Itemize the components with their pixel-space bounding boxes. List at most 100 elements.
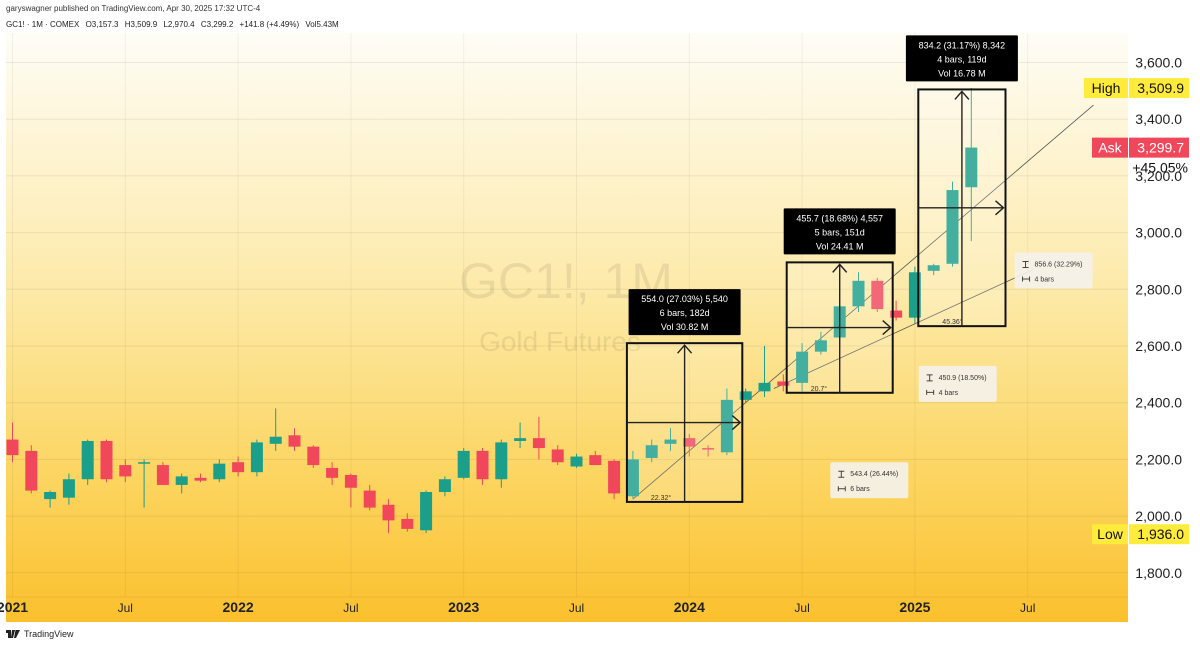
price-axis[interactable]: 1,800.0 2,000.0 2,200.0 2,400.0 2,600.0 2,800… xyxy=(1135,55,1182,581)
candle xyxy=(344,473,357,508)
candle-body xyxy=(551,449,564,463)
candle xyxy=(664,428,677,451)
info-box[interactable]: 543.4 (26.44%) 6 bars xyxy=(830,462,909,499)
info-boxes[interactable]: 543.4 (26.44%) 6 bars 450.9 (18.50%) 4 bars… xyxy=(830,252,1093,499)
measure-label-line: 455.7 (18.68%) 4,557 xyxy=(796,213,883,223)
candle-body xyxy=(326,467,339,478)
info-box-bg xyxy=(830,462,909,499)
candle-body xyxy=(175,476,188,485)
trendline[interactable] xyxy=(773,269,1034,389)
price-badge-label-bg xyxy=(1092,137,1128,158)
time-tick-label: Jul xyxy=(343,601,358,615)
symbol-name[interactable]: GC1! · 1M · COMEX xyxy=(6,20,80,29)
price-badge-value-bg xyxy=(1129,78,1189,99)
measure-tools[interactable]: 554.0 (27.03%) 5,540 6 bars, 182d Vol 30.8… xyxy=(625,35,1018,503)
arrow-right-icon xyxy=(882,320,892,336)
info-box-range: 450.9 (18.50%) xyxy=(939,375,987,382)
price-tick-label: 2,400.0 xyxy=(1135,395,1182,411)
measure-label-box xyxy=(628,289,741,336)
measure-box[interactable]: 834.2 (31.17%) 8,342 4 bars, 119d Vol 16.7… xyxy=(905,35,1018,328)
time-tick-label: 2023 xyxy=(448,599,479,615)
info-box-range: 543.4 (26.44%) xyxy=(850,471,898,478)
arrow-right-icon xyxy=(995,200,1005,216)
candle xyxy=(946,181,959,267)
candle xyxy=(645,439,658,463)
price-badge-value-bg xyxy=(1129,137,1189,158)
candle-body xyxy=(194,477,207,481)
candle-body xyxy=(232,462,245,473)
candle xyxy=(175,473,188,494)
candle-body xyxy=(664,439,677,444)
candle xyxy=(514,422,527,449)
info-box[interactable]: 450.9 (18.50%) 4 bars xyxy=(918,365,997,402)
arrow-up-icon xyxy=(832,263,848,273)
candle-body xyxy=(495,442,508,480)
candle xyxy=(326,462,339,485)
candle xyxy=(532,416,545,460)
candle xyxy=(156,462,169,485)
candle-body xyxy=(946,190,959,264)
candle xyxy=(551,445,564,466)
footer: TradingView xyxy=(6,629,74,639)
ohlc-low: L2,970.4 xyxy=(163,20,195,29)
measure-label-line: 4 bars, 119d xyxy=(937,54,986,64)
price-badge-label-bg xyxy=(1092,524,1128,545)
candle-body xyxy=(871,280,884,310)
ohlc-open: O3,157.3 xyxy=(85,20,119,29)
candle xyxy=(814,331,827,355)
candle-body xyxy=(683,438,696,447)
candle-body xyxy=(645,445,658,458)
candle xyxy=(927,263,940,276)
price-badge-label-bg xyxy=(1084,78,1128,99)
info-box-bg xyxy=(1014,252,1093,289)
arrow-right-icon xyxy=(731,415,742,431)
candle-body xyxy=(44,492,57,500)
price-tick-label: 2,600.0 xyxy=(1135,338,1182,354)
info-box-range: 856.6 (32.29%) xyxy=(1035,261,1083,268)
measure-label-line: Vol 16.78 M xyxy=(938,68,986,78)
candle xyxy=(589,450,602,466)
candle xyxy=(476,448,489,485)
candle-body xyxy=(213,463,226,480)
candle-body xyxy=(156,465,169,485)
ohlc-high: H3,509.9 xyxy=(124,20,158,29)
candle-body xyxy=(62,479,75,498)
candle-body xyxy=(927,265,940,271)
bars-range-icon xyxy=(1022,276,1031,282)
price-tick-label: 1,800.0 xyxy=(1135,565,1182,581)
candle xyxy=(720,388,733,456)
symbol-legend: GC1! · 1M · COMEX O3,157.3 H3,509.9 L2,9… xyxy=(6,20,343,29)
candle-body xyxy=(476,450,489,480)
candle xyxy=(382,499,395,534)
info-box[interactable]: 856.6 (32.29%) 4 bars xyxy=(1014,252,1093,289)
measure-box[interactable]: 554.0 (27.03%) 5,540 6 bars, 182d Vol 30.8… xyxy=(625,289,744,503)
info-box-bars: 4 bars xyxy=(1035,276,1055,283)
measure-label-box xyxy=(905,35,1018,82)
candle-body xyxy=(269,436,282,444)
candle-body xyxy=(100,440,113,480)
candle-body xyxy=(720,399,733,453)
measure-box[interactable]: 455.7 (18.68%) 4,557 5 bars, 151d Vol 24.4… xyxy=(783,208,896,394)
price-tick-label: 2,000.0 xyxy=(1135,508,1182,524)
candle-body xyxy=(890,310,903,318)
tradingview-logo-icon xyxy=(6,630,20,638)
time-tick-label: Jul xyxy=(1020,601,1035,615)
price-tick-label: 2,800.0 xyxy=(1135,281,1182,297)
candle-body xyxy=(25,450,38,491)
info-box-bg xyxy=(918,365,997,402)
candle xyxy=(626,450,639,500)
measure-angle-label: 22.32° xyxy=(651,494,672,502)
time-tick-label: 2025 xyxy=(899,599,930,615)
time-tick-label: Jul xyxy=(794,601,809,615)
time-axis[interactable]: 2021 Jul 2022 Jul 2023 Jul 2024 Jul 2025 Jul xyxy=(0,596,1128,615)
measure-label-line: 834.2 (31.17%) 8,342 xyxy=(919,40,1006,50)
candle xyxy=(232,456,245,477)
candle xyxy=(62,473,75,505)
price-badge-value: 3,509.9 xyxy=(1137,80,1184,96)
candle xyxy=(438,476,451,497)
measure-label-line: 554.0 (27.03%) 5,540 xyxy=(641,294,728,304)
price-badge-label: Ask xyxy=(1098,140,1122,156)
candle-body xyxy=(420,492,433,531)
